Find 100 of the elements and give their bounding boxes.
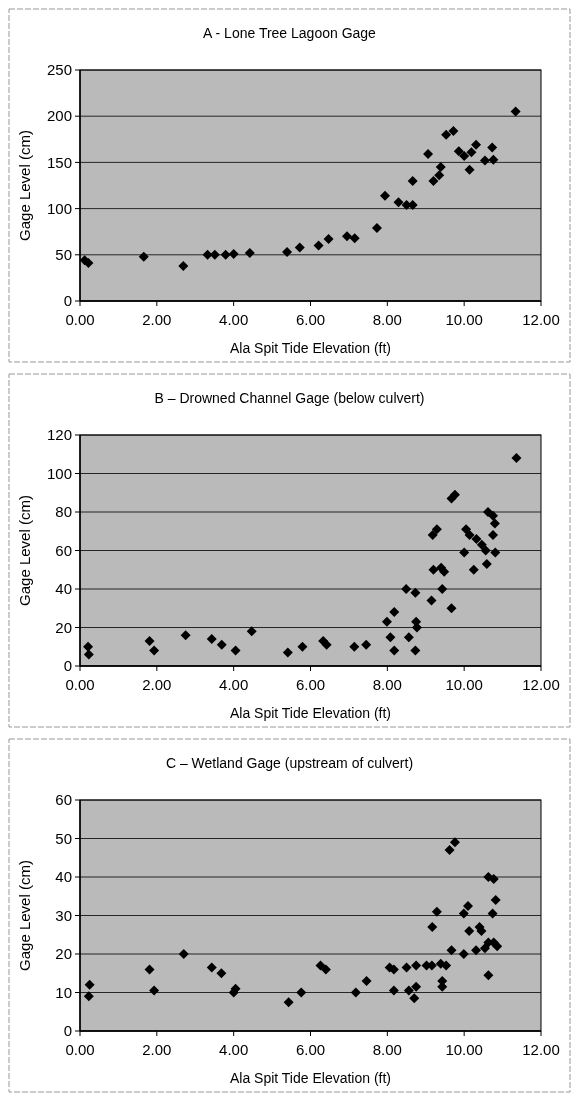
- point: [482, 507, 493, 517]
- x-tick-label: 4.00: [219, 311, 249, 328]
- point: [361, 639, 372, 650]
- point: [349, 233, 360, 244]
- point: [458, 908, 469, 919]
- point: [476, 539, 487, 550]
- chart-title: B – Drowned Channel Gage (below culvert): [154, 390, 425, 406]
- y-tick-label: 40: [55, 868, 72, 886]
- point: [206, 962, 217, 973]
- point: [389, 645, 400, 656]
- point: [371, 223, 382, 233]
- chart-title: A - Lone Tree Lagoon Gage: [203, 25, 377, 41]
- point: [487, 142, 498, 153]
- point: [381, 616, 392, 627]
- x-tick-label: 8.00: [372, 311, 402, 328]
- point: [459, 150, 470, 161]
- point: [492, 941, 503, 952]
- point: [220, 249, 231, 260]
- point: [230, 645, 241, 656]
- point: [149, 645, 160, 656]
- point: [403, 985, 414, 996]
- point: [297, 641, 308, 652]
- x-tick-label: 6.00: [295, 311, 326, 328]
- point: [510, 106, 521, 117]
- x-tick-label: 0.00: [65, 676, 95, 693]
- point: [315, 960, 326, 971]
- y-tick-label: 10: [55, 983, 72, 1001]
- point: [489, 518, 500, 529]
- point: [464, 164, 475, 175]
- point: [463, 900, 474, 911]
- point: [511, 453, 522, 464]
- point: [435, 162, 446, 173]
- y-tick-label: 120: [46, 426, 72, 444]
- point: [487, 510, 498, 521]
- point: [84, 979, 95, 990]
- x-tick-label: 10.00: [445, 1041, 483, 1058]
- point: [466, 147, 477, 158]
- point: [431, 524, 442, 535]
- x-tick-label: 8.00: [372, 1041, 402, 1058]
- y-tick-label: 100: [46, 464, 72, 482]
- point: [228, 248, 239, 259]
- y-tick-label: 50: [55, 829, 72, 847]
- point: [468, 564, 479, 575]
- y-tick-label: 0: [63, 657, 72, 675]
- point: [471, 533, 482, 544]
- chart-title: C – Wetland Gage (upstream of culvert): [165, 755, 414, 771]
- point: [441, 129, 452, 140]
- point: [138, 251, 149, 262]
- point: [350, 987, 361, 998]
- point: [487, 908, 498, 919]
- y-tick-label: 0: [63, 292, 72, 310]
- point: [453, 146, 464, 157]
- point: [464, 530, 475, 541]
- y-axis-title: Gage Level (cm): [16, 860, 33, 971]
- x-tick-label: 2.00: [142, 1041, 172, 1058]
- point: [83, 641, 94, 652]
- x-axis-title: Ala Spit Tide Elevation (ft): [229, 705, 392, 721]
- point: [385, 632, 396, 643]
- point: [449, 489, 460, 500]
- point: [461, 524, 472, 535]
- point: [458, 949, 469, 959]
- y-tick-label: 20: [55, 618, 72, 636]
- point: [487, 530, 498, 541]
- x-tick-label: 10.00: [445, 311, 483, 328]
- y-tick-label: 80: [55, 503, 72, 521]
- point: [423, 149, 434, 160]
- y-tick-label: 60: [55, 541, 72, 559]
- point: [246, 626, 257, 637]
- point: [431, 906, 442, 917]
- point: [459, 547, 470, 558]
- point: [490, 895, 501, 906]
- point: [342, 231, 352, 242]
- y-axis-title: Gage Level (cm): [16, 130, 33, 241]
- point: [481, 558, 492, 569]
- x-axis-title: Ala Spit Tide Elevation (ft): [229, 1070, 392, 1086]
- y-tick-label: 60: [55, 791, 72, 809]
- point: [321, 639, 332, 650]
- point: [446, 945, 457, 956]
- point: [144, 635, 155, 646]
- point: [464, 925, 475, 936]
- point: [388, 985, 399, 996]
- point: [449, 837, 460, 848]
- point: [282, 247, 293, 258]
- x-axis-title: Ala Spit Tide Elevation (ft): [229, 340, 392, 356]
- x-tick-label: 6.00: [295, 1041, 326, 1058]
- point: [244, 247, 255, 258]
- point: [411, 981, 422, 992]
- point: [296, 987, 307, 998]
- point: [483, 970, 494, 981]
- point: [488, 154, 499, 165]
- point: [149, 985, 160, 996]
- point: [202, 249, 213, 260]
- point: [444, 845, 455, 856]
- point: [471, 945, 482, 956]
- point: [380, 190, 391, 201]
- point: [479, 943, 490, 954]
- point: [401, 962, 412, 973]
- point: [427, 922, 438, 933]
- y-tick-label: 100: [46, 199, 72, 217]
- y-tick-label: 40: [55, 580, 72, 598]
